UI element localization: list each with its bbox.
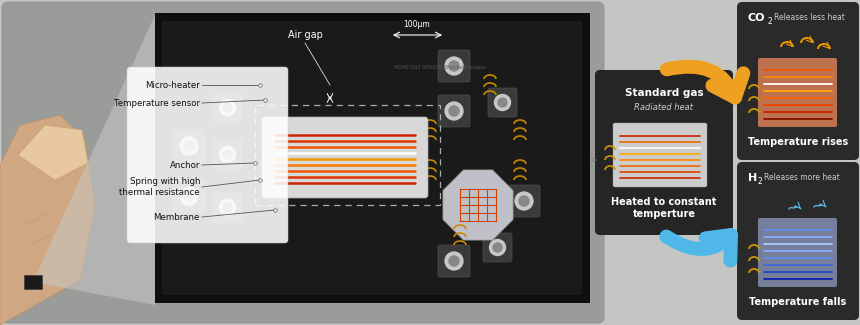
FancyBboxPatch shape (213, 93, 242, 122)
Text: Temperature falls: Temperature falls (749, 297, 846, 307)
FancyBboxPatch shape (438, 245, 470, 277)
FancyBboxPatch shape (2, 2, 604, 323)
FancyBboxPatch shape (173, 130, 205, 162)
Text: ~: ~ (784, 198, 800, 216)
Polygon shape (155, 13, 590, 303)
FancyBboxPatch shape (737, 2, 859, 160)
FancyBboxPatch shape (758, 218, 837, 287)
Circle shape (184, 191, 194, 201)
Circle shape (180, 187, 198, 205)
Bar (24, 275, 42, 289)
Circle shape (493, 243, 502, 252)
Circle shape (445, 57, 463, 75)
Circle shape (449, 61, 459, 71)
Text: Anchor: Anchor (169, 161, 200, 170)
Text: Air gap: Air gap (287, 30, 322, 40)
FancyArrowPatch shape (666, 235, 731, 261)
Text: Temperature sensor: Temperature sensor (114, 98, 200, 108)
Text: 2: 2 (768, 17, 773, 26)
Circle shape (445, 102, 463, 120)
Circle shape (449, 106, 459, 116)
Text: Heated to constant
temperture: Heated to constant temperture (611, 197, 716, 219)
Polygon shape (0, 115, 95, 325)
Circle shape (449, 256, 459, 266)
Circle shape (223, 103, 232, 112)
FancyBboxPatch shape (758, 58, 837, 127)
Polygon shape (162, 21, 582, 295)
Circle shape (223, 203, 232, 212)
FancyBboxPatch shape (438, 95, 470, 127)
FancyBboxPatch shape (758, 58, 837, 127)
Text: Temperature rises: Temperature rises (748, 137, 848, 147)
Circle shape (445, 252, 463, 270)
Circle shape (494, 95, 511, 110)
Text: Membrane: Membrane (154, 213, 200, 222)
Circle shape (498, 98, 507, 107)
Circle shape (519, 196, 529, 206)
Circle shape (515, 192, 533, 210)
Text: ~: ~ (809, 196, 825, 214)
Circle shape (219, 200, 236, 215)
FancyBboxPatch shape (488, 88, 517, 117)
Circle shape (219, 147, 236, 162)
Text: Releases more heat: Releases more heat (764, 173, 839, 182)
Text: 2: 2 (758, 177, 763, 186)
Text: Spring with high
thermal resistance: Spring with high thermal resistance (120, 177, 200, 197)
Bar (255, 105, 440, 205)
Polygon shape (33, 15, 155, 305)
FancyBboxPatch shape (173, 180, 205, 212)
FancyBboxPatch shape (483, 233, 512, 262)
FancyBboxPatch shape (613, 123, 707, 187)
Text: Micro-heater: Micro-heater (145, 81, 200, 89)
Polygon shape (18, 125, 88, 180)
FancyBboxPatch shape (758, 218, 837, 287)
Text: MEMS GAS SENSOR Structure Images: MEMS GAS SENSOR Structure Images (394, 64, 486, 70)
Circle shape (184, 141, 194, 151)
Circle shape (180, 137, 198, 155)
FancyBboxPatch shape (213, 193, 242, 222)
FancyBboxPatch shape (213, 140, 242, 169)
FancyBboxPatch shape (438, 50, 470, 82)
Text: Standard gas: Standard gas (624, 88, 703, 98)
Circle shape (219, 99, 236, 115)
Text: Radiated heat: Radiated heat (635, 102, 693, 111)
FancyBboxPatch shape (508, 185, 540, 217)
Text: Releases less heat: Releases less heat (774, 13, 845, 22)
Text: CO: CO (748, 13, 765, 23)
Circle shape (223, 150, 232, 159)
FancyBboxPatch shape (262, 117, 428, 198)
Text: 100μm: 100μm (403, 20, 430, 29)
Circle shape (489, 240, 506, 255)
FancyBboxPatch shape (737, 162, 859, 320)
FancyBboxPatch shape (595, 70, 733, 235)
FancyArrowPatch shape (666, 67, 743, 98)
FancyBboxPatch shape (127, 67, 288, 243)
Text: H: H (748, 173, 758, 183)
